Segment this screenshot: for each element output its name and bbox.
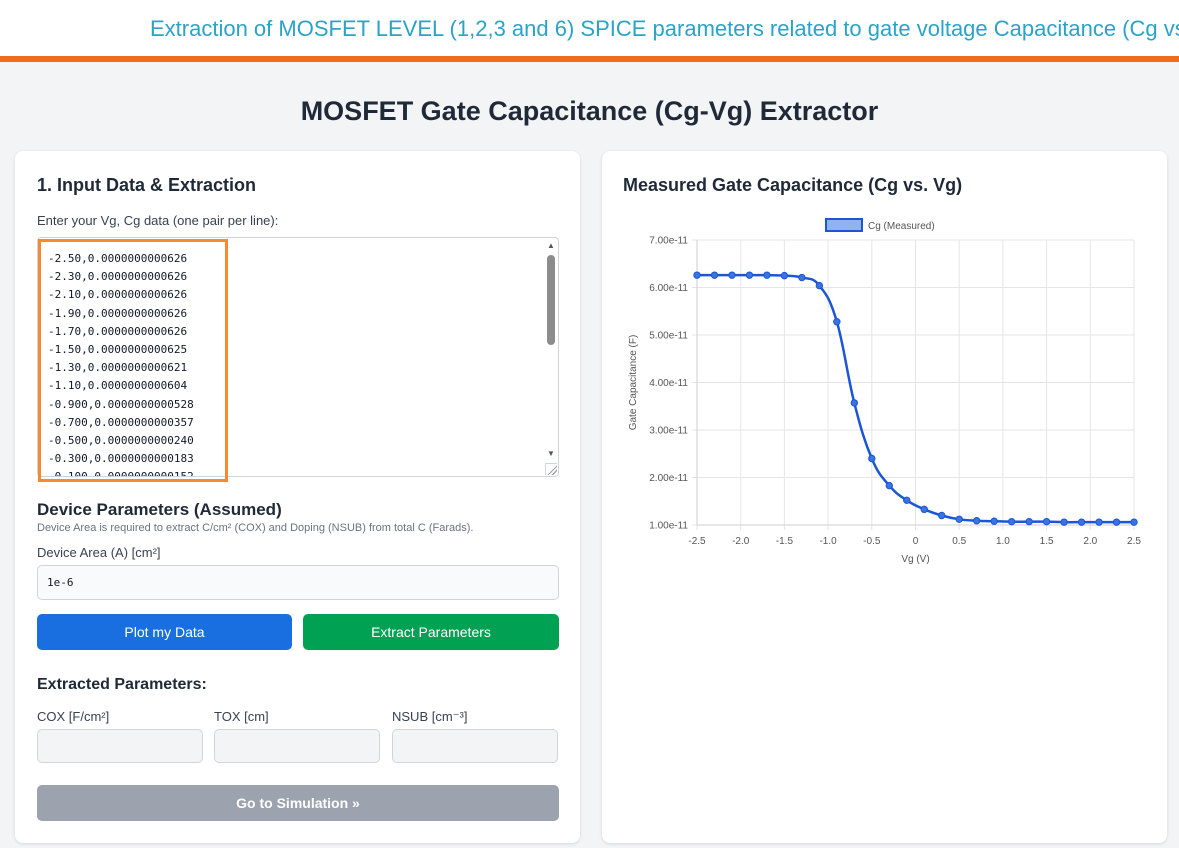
x-tick-label: 1.0 xyxy=(996,536,1010,547)
data-line: -1.10,0.0000000000604 xyxy=(48,379,188,393)
data-point[interactable] xyxy=(990,517,998,525)
x-tick-label: 2.5 xyxy=(1127,536,1141,547)
device-area-label: Device Area (A) [cm²] xyxy=(37,545,161,560)
data-line: -2.50,0.0000000000626 xyxy=(48,252,188,265)
cox-label: COX [F/cm²] xyxy=(37,709,110,724)
data-point[interactable] xyxy=(1025,517,1033,526)
x-tick-label: -1.0 xyxy=(819,536,837,547)
data-line: -1.90,0.0000000000626 xyxy=(48,306,188,320)
data-point[interactable] xyxy=(1060,518,1068,526)
data-line: -2.10,0.0000000000626 xyxy=(48,288,188,302)
y-tick-label: 3.00e-11 xyxy=(649,426,688,437)
x-tick-label: -0.5 xyxy=(863,536,881,547)
data-line: -2.30,0.0000000000626 xyxy=(48,270,188,284)
data-lines: -2.50,0.0000000000626 -2.30,0.00000000006… xyxy=(48,250,194,477)
plot-data-button[interactable]: Plot my Data xyxy=(37,614,292,650)
data-line: -0.700,0.0000000000357 xyxy=(48,415,194,429)
data-point[interactable] xyxy=(868,454,876,463)
data-line: -0.100,0.0000000000152 xyxy=(48,470,194,477)
data-point[interactable] xyxy=(955,515,963,523)
y-tick-label: 7.00e-11 xyxy=(649,236,688,247)
data-point[interactable] xyxy=(1007,517,1016,526)
cox-output xyxy=(37,729,203,763)
data-point[interactable] xyxy=(972,517,981,525)
device-params-title: Device Parameters (Assumed) xyxy=(37,500,282,519)
tox-label: TOX [cm] xyxy=(214,709,269,724)
data-point[interactable] xyxy=(763,271,771,279)
data-point[interactable] xyxy=(745,271,754,279)
legend-label[interactable]: Cg (Measured) xyxy=(868,221,935,232)
data-point[interactable] xyxy=(1077,518,1086,526)
input-section-title: 1. Input Data & Extraction xyxy=(37,175,257,195)
data-point[interactable] xyxy=(693,271,701,279)
data-point[interactable] xyxy=(815,281,824,290)
x-tick-label: 2.0 xyxy=(1083,536,1097,547)
data-textarea[interactable]: -2.50,0.0000000000626 -2.30,0.00000000006… xyxy=(37,237,559,477)
y-tick-label: 2.00e-11 xyxy=(649,473,688,484)
data-point[interactable] xyxy=(728,271,736,279)
data-line: -0.900,0.0000000000528 xyxy=(48,397,194,411)
cg-vg-chart: -2.5 -2.0 -1.5 -1.0 -0.5 0 0.5 1.0 1.5 2.0 2.5 7.00… xyxy=(628,218,1141,565)
data-point[interactable] xyxy=(938,511,946,520)
data-point[interactable] xyxy=(1112,518,1121,526)
data-point[interactable] xyxy=(710,271,719,279)
x-tick-label: -2.5 xyxy=(688,536,706,547)
data-point[interactable] xyxy=(1095,518,1103,526)
nsub-label: NSUB [cm⁻³] xyxy=(392,709,468,724)
data-point[interactable] xyxy=(885,481,893,490)
data-line: -1.70,0.0000000000626 xyxy=(48,324,188,338)
scroll-thumb[interactable] xyxy=(547,255,555,345)
go-to-simulation-button[interactable]: Go to Simulation » xyxy=(37,785,559,821)
scroll-up-arrow-icon[interactable]: ▲ xyxy=(547,241,555,250)
device-area-input[interactable]: 1e-6 xyxy=(37,565,559,600)
y-tick-label: 4.00e-11 xyxy=(649,378,688,389)
x-axis-title: Vg (V) xyxy=(901,554,929,565)
textarea-scrollbar[interactable]: ▲ ▼ xyxy=(546,241,556,459)
page-title: MOSFET Gate Capacitance (Cg-Vg) Extracto… xyxy=(300,96,879,126)
y-tick-label: 6.00e-11 xyxy=(649,283,688,294)
chart-card-title: Measured Gate Capacitance (Cg vs. Vg) xyxy=(623,175,963,195)
legend-swatch[interactable] xyxy=(825,218,863,232)
data-point[interactable] xyxy=(1042,517,1051,526)
data-point[interactable] xyxy=(1130,518,1138,526)
x-tick-label: 0.5 xyxy=(952,536,966,547)
chart-card: Measured Gate Capacitance (Cg vs. Vg) -2… xyxy=(602,151,1167,843)
data-line: -1.50,0.0000000000625 xyxy=(48,343,188,357)
data-point[interactable] xyxy=(920,505,928,514)
input-card: 1. Input Data & Extraction Enter your Vg… xyxy=(15,151,580,843)
x-tick-label: 0 xyxy=(913,536,919,547)
y-axis-title: Gate Capacitance (F) xyxy=(628,335,639,431)
extracted-params-title: Extracted Parameters: xyxy=(37,676,207,693)
x-tick-label: -1.5 xyxy=(776,536,794,547)
scroll-down-arrow-icon[interactable]: ▼ xyxy=(547,449,555,458)
x-tick-label: 1.5 xyxy=(1040,536,1054,547)
data-input-label: Enter your Vg, Cg data (one pair per lin… xyxy=(37,213,279,228)
data-point[interactable] xyxy=(780,271,789,280)
data-point[interactable] xyxy=(798,273,806,282)
device-params-note: Device Area is required to extract C/cm²… xyxy=(37,522,474,534)
x-tick-label: -2.0 xyxy=(732,536,750,547)
data-line: -1.30,0.0000000000621 xyxy=(48,361,188,375)
resize-handle-icon[interactable] xyxy=(545,463,557,475)
banner-title: Extraction of MOSFET LEVEL (1,2,3 and 6)… xyxy=(150,16,1179,41)
tox-output xyxy=(214,729,380,763)
data-line: -0.300,0.0000000000183 xyxy=(48,452,194,466)
data-line: -0.500,0.0000000000240 xyxy=(48,434,194,448)
data-point[interactable] xyxy=(850,399,859,407)
data-point[interactable] xyxy=(903,496,911,504)
top-banner: Extraction of MOSFET LEVEL (1,2,3 and 6)… xyxy=(0,0,1179,62)
data-point[interactable] xyxy=(833,318,841,326)
extract-parameters-button[interactable]: Extract Parameters xyxy=(303,614,559,650)
y-tick-label: 5.00e-11 xyxy=(649,331,688,342)
y-tick-label: 1.00e-11 xyxy=(649,521,688,532)
nsub-output xyxy=(392,729,558,763)
